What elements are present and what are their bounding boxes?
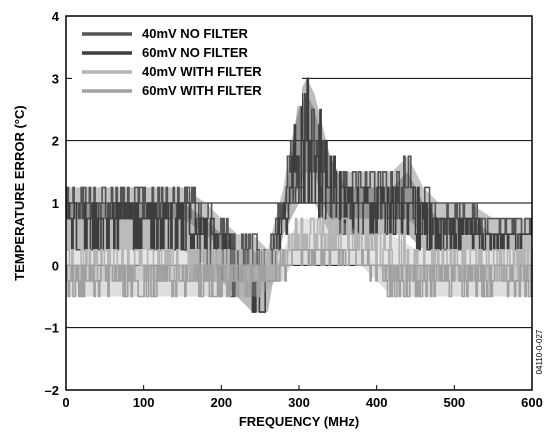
series-trace: [66, 249, 533, 298]
series-trace: [66, 77, 532, 313]
x-tick-label: 400: [366, 395, 388, 410]
y-axis-title: TEMPERATURE ERROR (°C): [12, 105, 27, 280]
x-tick-label: 500: [443, 395, 465, 410]
y-tick-label: 3: [52, 71, 59, 86]
y-axis-ticks: –2 –1 0 1 2 3 4: [45, 9, 60, 398]
legend: 40mV NO FILTER 60mV NO FILTER 40mV WITH FI…: [72, 22, 302, 106]
y-tick-label: –2: [45, 383, 59, 398]
y-tick-label: –1: [45, 321, 59, 336]
x-axis-ticks: 0 100 200 300 400 500 600: [62, 385, 543, 410]
series-60mv-no-filter: [66, 77, 532, 313]
series-60mv-with-filter: [66, 249, 533, 298]
legend-label: 60mV NO FILTER: [142, 45, 249, 60]
x-tick-label: 200: [210, 395, 232, 410]
y-tick-label: 4: [52, 9, 60, 24]
x-tick-label: 600: [521, 395, 543, 410]
x-tick-label: 300: [288, 395, 310, 410]
y-tick-label: 2: [52, 134, 59, 149]
legend-label: 60mV WITH FILTER: [142, 83, 262, 98]
figure-id-note: 04110-0-027: [535, 329, 544, 374]
x-tick-label: 0: [62, 395, 69, 410]
y-tick-label: 0: [52, 258, 59, 273]
series-layer: [66, 77, 533, 313]
y-tick-label: 1: [52, 196, 59, 211]
x-axis-title: FREQUENCY (MHz): [239, 414, 359, 429]
x-tick-label: 100: [133, 395, 155, 410]
legend-label: 40mV WITH FILTER: [142, 64, 262, 79]
legend-label: 40mV NO FILTER: [142, 26, 249, 41]
